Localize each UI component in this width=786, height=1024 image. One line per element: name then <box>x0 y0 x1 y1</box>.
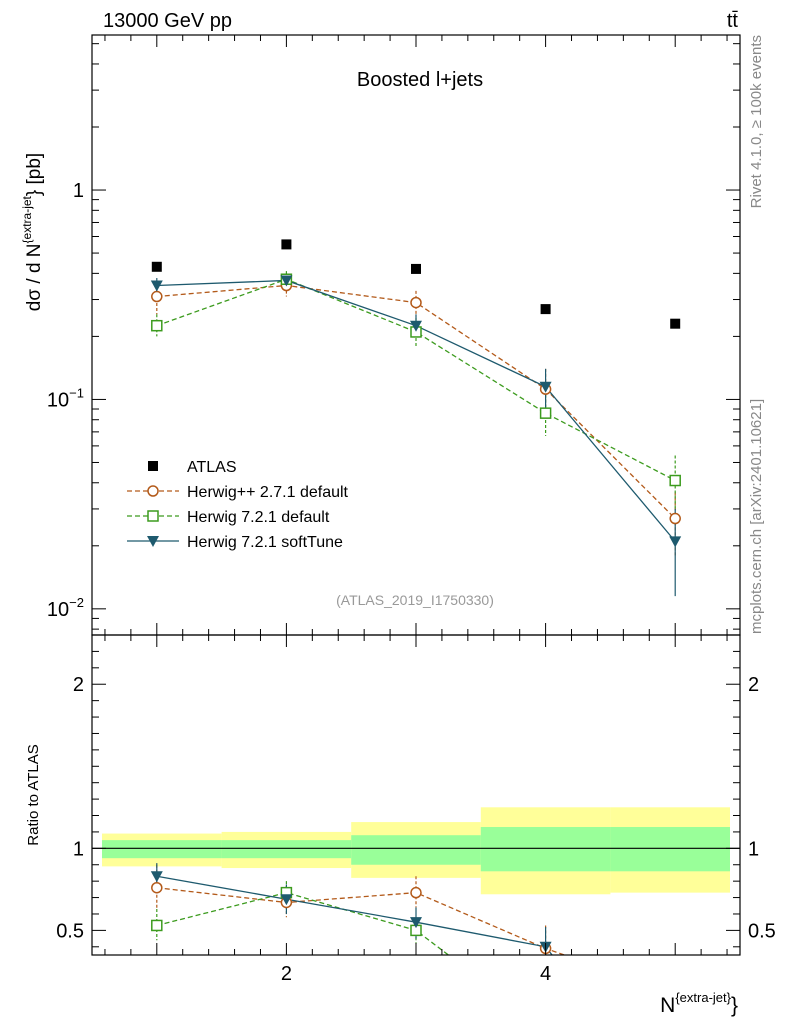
ratio-plot-layer <box>92 807 740 955</box>
ratio-tick-label-right: 0.5 <box>748 920 776 942</box>
mc-point <box>151 319 163 332</box>
main-panel: 110−110−2 Boosted l+jets (ATLAS_2019_I17… <box>47 34 741 636</box>
ratio-point <box>150 871 163 883</box>
energy-label: 13000 GeV pp <box>103 10 232 32</box>
y-tick-exponent: −2 <box>69 595 84 610</box>
ratio-point <box>280 894 293 906</box>
legend-label: Herwig 7.2.1 default <box>187 509 330 526</box>
mcplots-label: mcplots.cern.ch [arXiv:2401.10621] <box>748 399 765 634</box>
green-band <box>351 835 481 865</box>
ratio-point <box>151 919 163 932</box>
legend-marker <box>147 536 159 547</box>
legend-label: ATLAS <box>187 459 237 476</box>
ratio-y-axis-label: Ratio to ATLAS <box>25 744 42 845</box>
y-tick-label: 1 <box>73 180 84 202</box>
legend-label: Herwig++ 2.7.1 default <box>187 484 349 501</box>
mc-point <box>150 280 163 292</box>
mc-point <box>669 536 682 548</box>
mc-point <box>669 512 681 525</box>
legend: ATLAS Herwig++ 2.7.1 default Herwig 7.2.1 … <box>127 459 349 551</box>
ratio-point <box>151 881 163 894</box>
x-tick-label: 2 <box>281 963 292 985</box>
ratio-axes: 2 4 0.5 0.5 1 1 2 2 <box>56 635 776 985</box>
data-point <box>151 261 162 272</box>
main-axes: 110−110−2 <box>47 35 740 635</box>
ratio-tick-label: 2 <box>73 674 84 696</box>
legend-marker <box>148 461 158 471</box>
ratio-tick-label: 1 <box>73 838 84 860</box>
xlabel-close: } <box>731 994 738 1017</box>
y-tick-mantissa: 10 <box>47 389 69 411</box>
ratio-tick-label: 0.5 <box>56 920 84 942</box>
x-tick-label: 4 <box>540 963 551 985</box>
chart-title: Boosted l+jets <box>357 69 483 91</box>
ratio-tick-label-right: 2 <box>748 674 759 696</box>
analysis-tag: (ATLAS_2019_I1750330) <box>336 592 494 608</box>
rivet-label: Rivet 4.1.0, ≥ 100k events <box>748 35 765 208</box>
ylabel-sup: {extra-jet <box>20 195 34 243</box>
data-point <box>540 304 551 315</box>
main-y-axis-label: dσ / d N{extra-jet} [pb] <box>20 153 45 311</box>
data-point <box>411 263 421 274</box>
y-tick-mantissa: 10 <box>47 599 69 621</box>
x-axis-label: N{extra-jet}} <box>660 990 738 1017</box>
green-band <box>102 840 222 859</box>
green-band <box>221 840 352 859</box>
ratio-point <box>410 886 422 899</box>
ratio-line <box>156 891 449 955</box>
xlabel-sup: {extra-jet} <box>675 990 731 1005</box>
green-band <box>480 827 611 872</box>
y-tick-label: 10−1 <box>47 385 84 411</box>
legend-marker <box>147 510 159 522</box>
ratio-panel: 2 4 0.5 0.5 1 1 2 2 <box>56 634 776 985</box>
ylabel-pre: dσ / d N <box>24 243 45 311</box>
main-plot-layer <box>150 239 682 597</box>
mc-point <box>669 474 681 487</box>
mc-point <box>151 290 163 303</box>
y-tick-mantissa: 1 <box>73 180 84 202</box>
legend-marker <box>147 485 159 497</box>
green-band <box>610 827 730 872</box>
data-point <box>670 318 681 329</box>
y-tick-label: 10−2 <box>47 595 84 621</box>
ratio-point <box>410 917 422 929</box>
mc-point <box>280 275 293 287</box>
series-line <box>156 278 676 482</box>
mc-point <box>539 381 552 393</box>
mc-point <box>539 407 552 419</box>
process-label: tt̄ <box>727 10 739 32</box>
ratio-tick-label-right: 1 <box>748 838 759 860</box>
data-point <box>281 239 292 250</box>
mc-point <box>410 296 422 309</box>
xlabel-base: N <box>660 994 675 1017</box>
y-tick-exponent: −1 <box>69 385 84 400</box>
mc-point <box>410 320 422 332</box>
legend-label: Herwig 7.2.1 softTune <box>187 534 343 551</box>
ylabel-post: } [pb] <box>24 153 45 196</box>
